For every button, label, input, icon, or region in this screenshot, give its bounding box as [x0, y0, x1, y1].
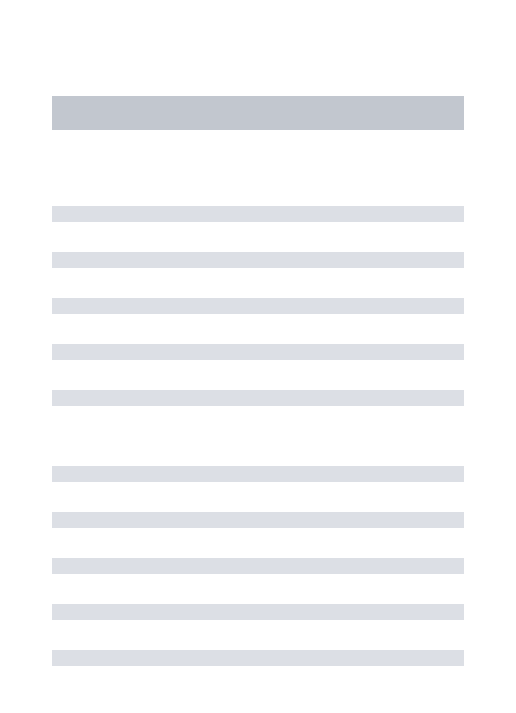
- skeleton-text-line: [52, 512, 464, 528]
- skeleton-document: [52, 52, 464, 666]
- skeleton-text-line: [52, 604, 464, 620]
- skeleton-text-line: [52, 252, 464, 268]
- skeleton-bars: [52, 52, 464, 666]
- skeleton-text-line: [52, 390, 464, 406]
- skeleton-text-line: [52, 558, 464, 574]
- skeleton-text-line: [52, 650, 464, 666]
- skeleton-header-bar: [52, 96, 464, 130]
- skeleton-text-line: [52, 298, 464, 314]
- skeleton-text-line: [52, 206, 464, 222]
- skeleton-text-line: [52, 466, 464, 482]
- skeleton-text-line: [52, 344, 464, 360]
